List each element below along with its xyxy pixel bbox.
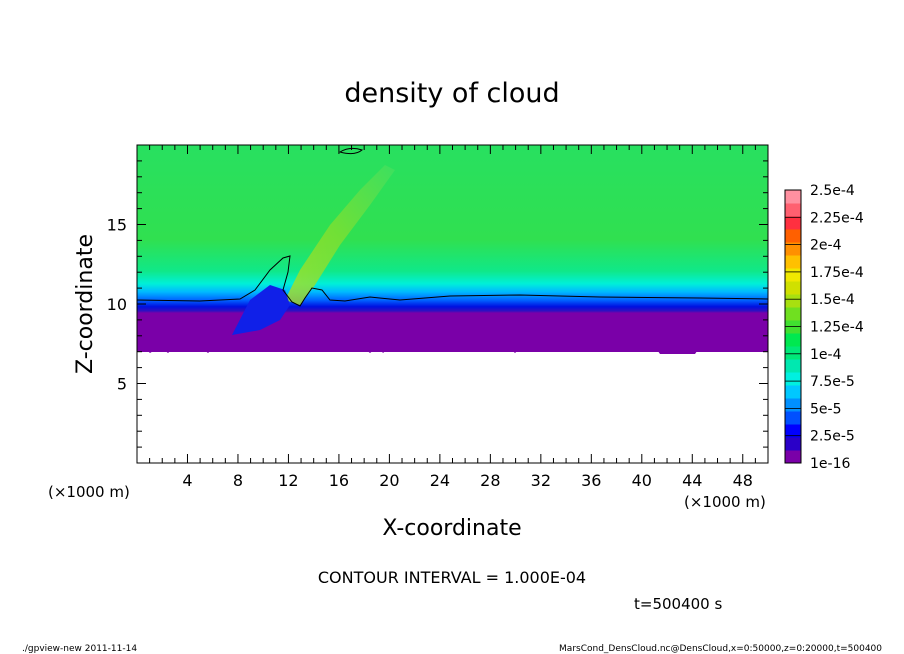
- colorbar-label: 2.25e-4: [810, 210, 864, 226]
- colorbar-swatch: [785, 281, 801, 295]
- x-tick-label: 40: [632, 471, 652, 490]
- colorbar-label: 1.75e-4: [810, 265, 864, 281]
- colorbar-swatch: [785, 268, 801, 282]
- colorbar-label: 2e-4: [810, 238, 842, 254]
- x-tick-label: 36: [581, 471, 601, 490]
- colorbar-label: 1e-4: [810, 347, 842, 363]
- y-tick-label: 5: [117, 375, 127, 394]
- x-tick-label: 16: [329, 471, 349, 490]
- colorbar-label: 2.5e-4: [810, 183, 855, 199]
- plume-blue-core: [232, 285, 290, 335]
- colorbar-swatch: [785, 346, 801, 360]
- colorbar-swatch: [785, 437, 801, 451]
- colorbar-swatch: [785, 411, 801, 425]
- contour-line-top: [338, 147, 363, 155]
- colorbar-label: 5e-5: [810, 401, 841, 417]
- y-unit-label: (×1000 m): [48, 483, 130, 501]
- colorbar-swatch: [785, 372, 801, 386]
- colorbar-swatch: [785, 450, 801, 464]
- colorbar-label: 1e-16: [810, 456, 850, 472]
- plume-updraft: [285, 165, 395, 305]
- colorbar-swatch: [785, 333, 801, 347]
- cloud-base-edge: [137, 338, 768, 354]
- colorbar-swatch: [785, 190, 801, 204]
- colorbar-label: 2.5e-5: [810, 429, 855, 445]
- colorbar-swatch: [785, 229, 801, 243]
- colorbar: 1e-16 2.5e-5 5e-5 7.5e-5 1e-4 1.25e-4 1.5e-4 1.…: [784, 183, 864, 472]
- colorbar-swatch: [785, 359, 801, 373]
- colorbar-swatch: [785, 203, 801, 217]
- colorbar-swatch: [785, 255, 801, 269]
- x-tick-label: 48: [733, 471, 753, 490]
- colorbar-swatch: [785, 424, 801, 438]
- plot-area: [137, 145, 768, 463]
- x-axis-label: X-coordinate: [382, 516, 521, 541]
- colorbar-swatch: [785, 398, 801, 412]
- x-unit-label: (×1000 m): [684, 493, 766, 511]
- x-tick-label: 20: [379, 471, 399, 490]
- colorbar-swatch: [785, 216, 801, 230]
- x-tick-label: 32: [531, 471, 551, 490]
- x-axis: 4 8 12 16 20 24 28 32 36 40 44 48: [149, 145, 756, 490]
- footer-right: MarsCond_DensCloud.nc@DensCloud,x=0:5000…: [559, 644, 882, 654]
- colorbar-label: 7.5e-5: [810, 374, 855, 390]
- cloud-free-region: [137, 352, 768, 463]
- colorbar-swatch: [785, 294, 801, 308]
- contour-interval: CONTOUR INTERVAL = 1.000E-04: [318, 568, 586, 587]
- contour-line: [137, 255, 768, 307]
- colorbar-swatch: [785, 307, 801, 321]
- y-axis: 5 10 15: [107, 160, 768, 448]
- x-tick-label: 8: [233, 471, 243, 490]
- chart-title: density of cloud: [344, 78, 559, 109]
- y-axis-label: Z-coordinate: [73, 234, 98, 374]
- y-tick-label: 10: [107, 295, 127, 314]
- colorbar-label: 1.25e-4: [810, 320, 864, 336]
- x-tick-label: 28: [480, 471, 500, 490]
- colorbar-swatch: [785, 385, 801, 399]
- colorbar-label: 1.5e-4: [810, 292, 855, 308]
- x-tick-label: 4: [182, 471, 192, 490]
- footer-left: ./gpview-new 2011-11-14: [22, 644, 137, 654]
- time-label: t=500400 s: [634, 595, 722, 613]
- x-tick-label: 24: [430, 471, 450, 490]
- x-tick-label: 12: [278, 471, 298, 490]
- cloud-field: [137, 145, 768, 355]
- y-tick-label: 15: [107, 216, 127, 235]
- x-tick-label: 44: [682, 471, 702, 490]
- colorbar-swatch: [785, 242, 801, 256]
